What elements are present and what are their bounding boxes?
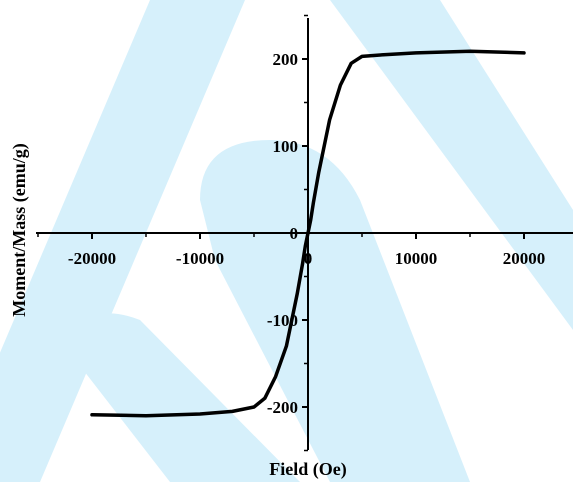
x-tick-label: 10000	[395, 249, 438, 268]
watermark-stripe-2	[330, 0, 573, 330]
watermark-stripe-4	[60, 313, 300, 482]
ticks	[37, 14, 525, 452]
y-tick-label: 200	[273, 50, 299, 69]
y-tick-label: 0	[290, 224, 299, 243]
watermark-stripe-3	[200, 140, 470, 482]
x-axis-title: Field (Oe)	[269, 459, 346, 480]
y-axis-title: Moment/Mass (emu/g)	[9, 143, 30, 316]
y-tick-label: -200	[267, 398, 298, 417]
magnetization-curve	[90, 49, 526, 418]
watermark-stripe-1	[0, 0, 245, 482]
x-tick-label: -10000	[176, 249, 224, 268]
x-tick-label: 20000	[503, 249, 546, 268]
x-tick-label: 0	[304, 249, 313, 268]
series-layer	[90, 49, 526, 418]
y-tick-label: 100	[273, 137, 299, 156]
x-tick-label: -20000	[68, 249, 116, 268]
